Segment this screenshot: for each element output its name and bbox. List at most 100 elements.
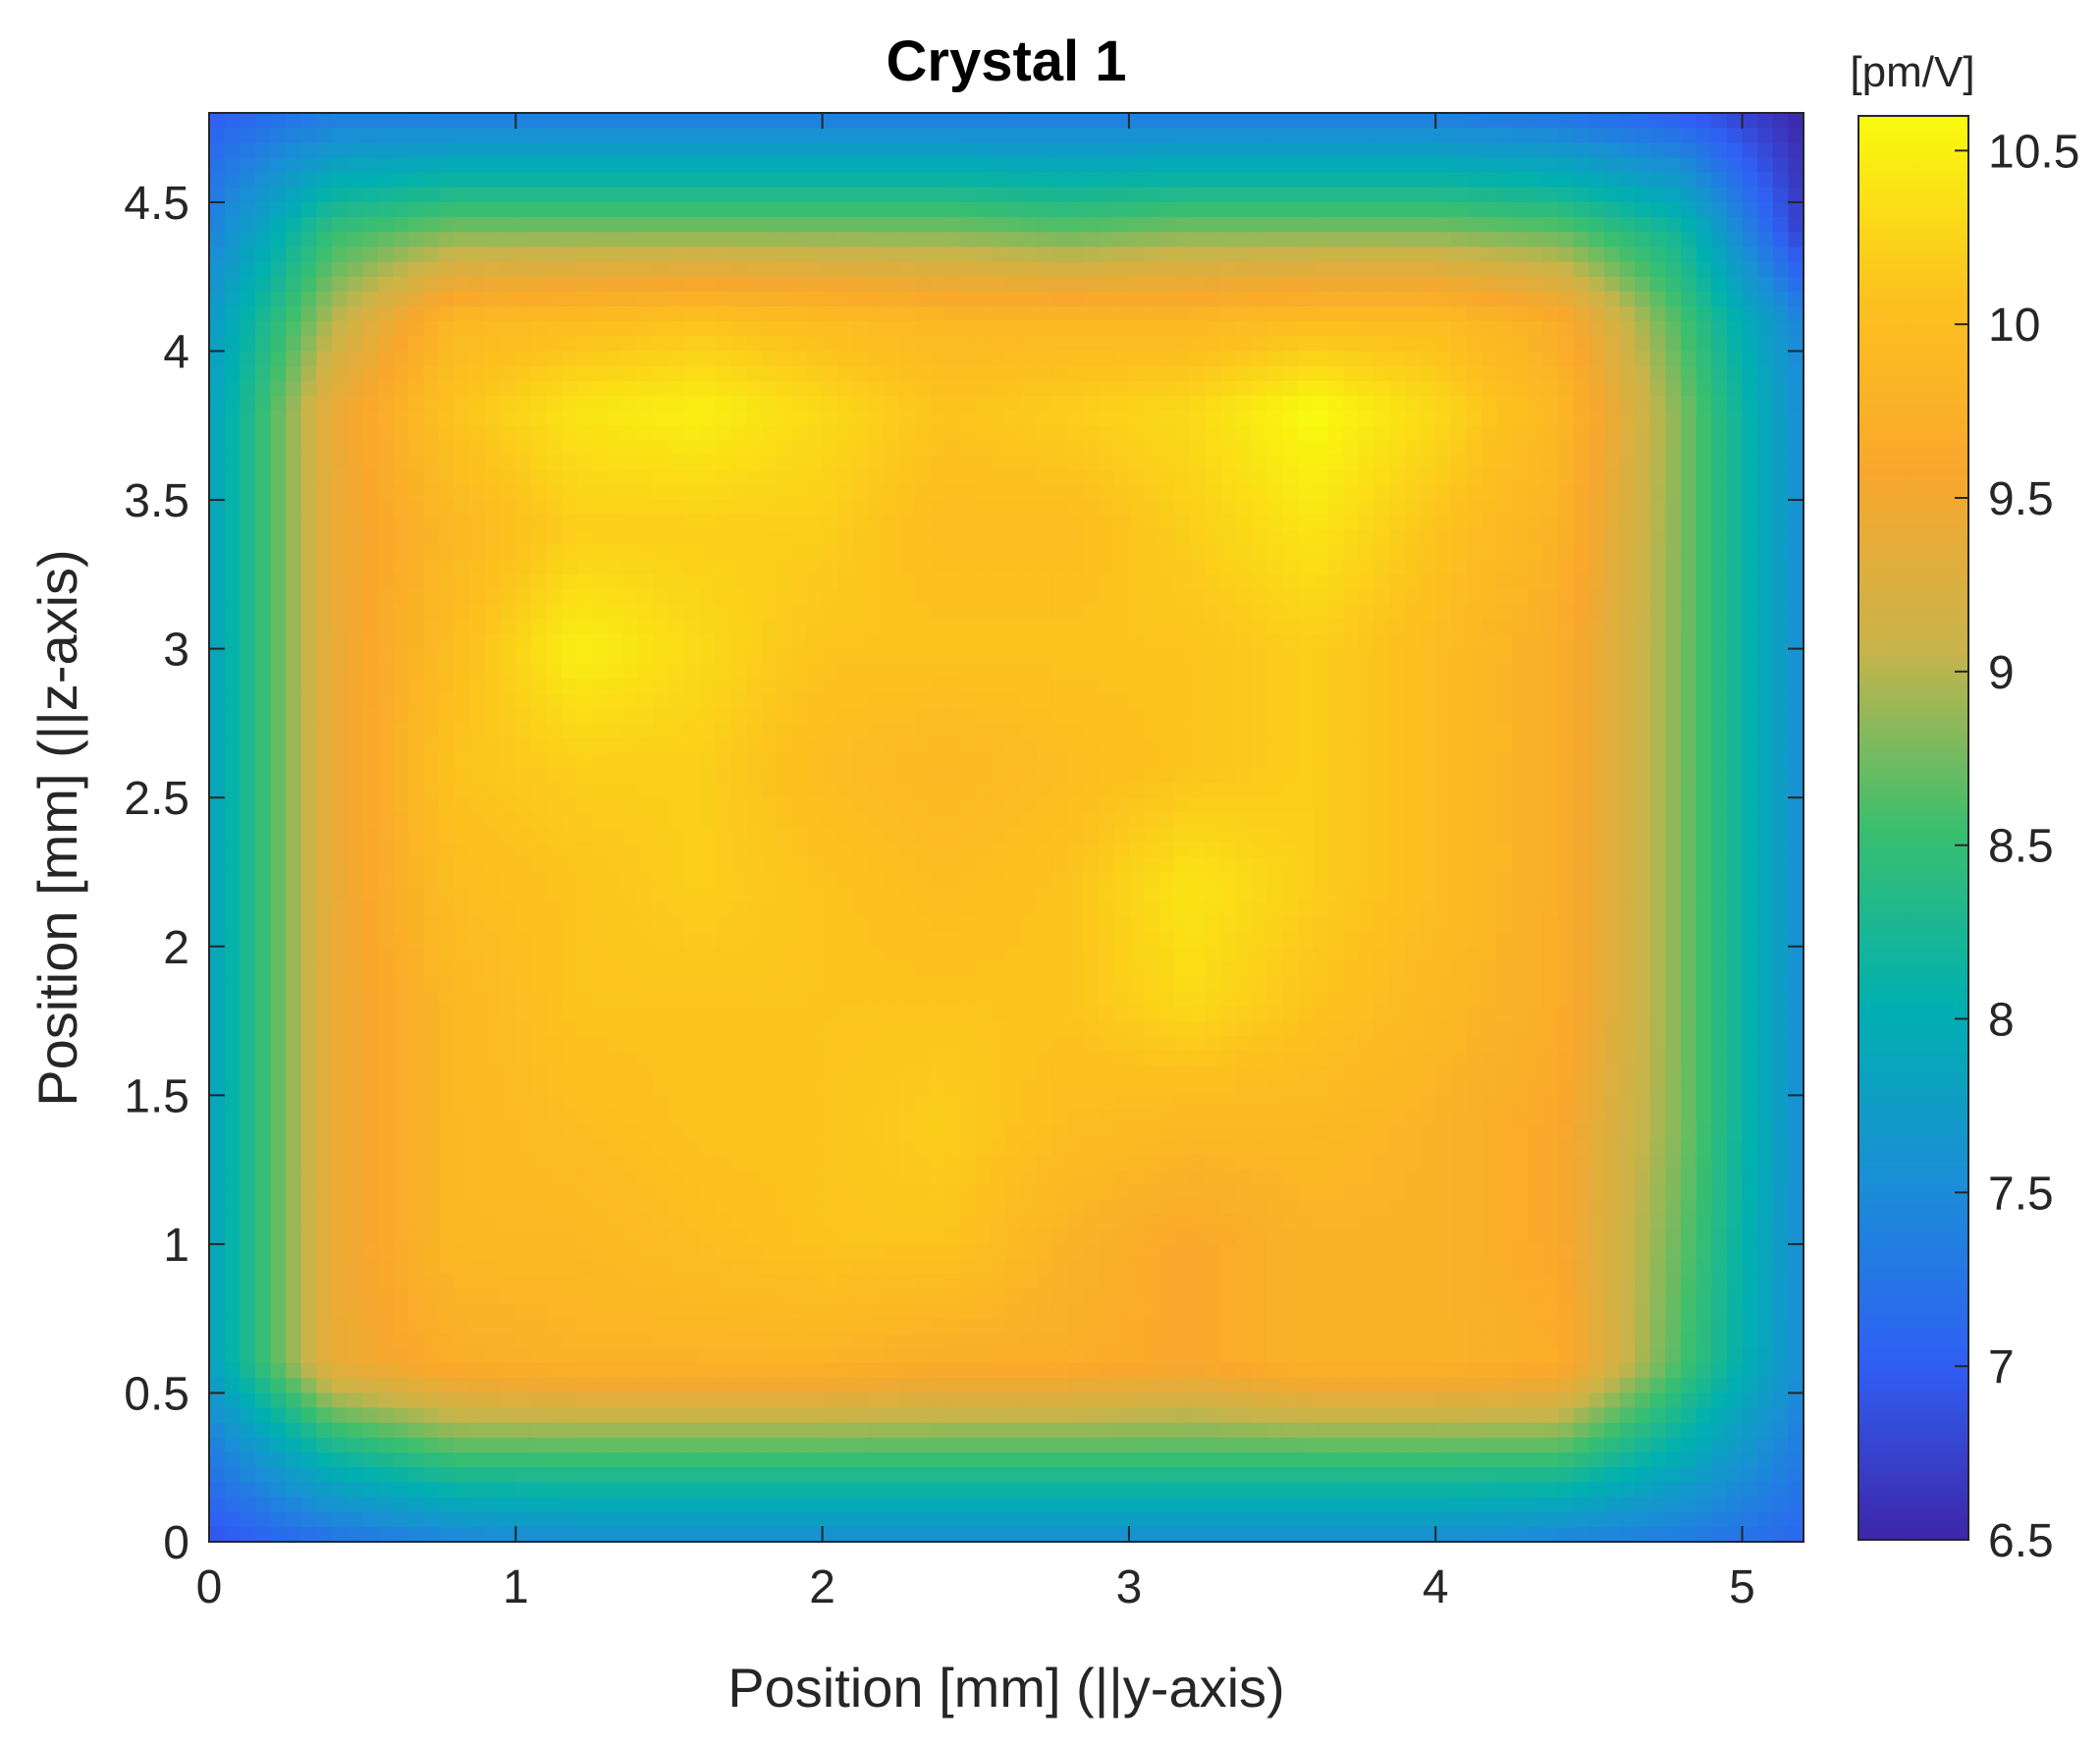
heatmap-cell bbox=[745, 440, 762, 457]
heatmap-cell bbox=[1144, 573, 1160, 590]
heatmap-cell bbox=[224, 395, 242, 411]
heatmap-cell bbox=[1190, 306, 1207, 322]
heatmap-cell bbox=[1389, 440, 1406, 457]
heatmap-cell bbox=[1496, 217, 1514, 234]
heatmap-cell bbox=[1051, 812, 1069, 829]
heatmap-cell bbox=[638, 797, 655, 814]
heatmap-cell bbox=[1450, 633, 1468, 650]
heatmap-cell bbox=[1327, 351, 1345, 367]
heatmap-cell bbox=[1435, 500, 1452, 517]
heatmap-cell bbox=[1206, 797, 1222, 814]
heatmap-cell bbox=[240, 544, 256, 561]
heatmap-cell bbox=[1220, 693, 1238, 710]
heatmap-cell bbox=[1174, 440, 1192, 457]
heatmap-cell bbox=[761, 500, 778, 517]
heatmap-cell bbox=[439, 648, 456, 665]
heatmap-cell bbox=[592, 201, 609, 218]
heatmap-cell bbox=[592, 291, 609, 307]
heatmap-cell bbox=[1788, 663, 1804, 680]
heatmap-cell bbox=[699, 812, 717, 829]
heatmap-cell bbox=[699, 767, 717, 784]
heatmap-cell bbox=[791, 306, 808, 322]
heatmap-cell bbox=[393, 395, 409, 411]
heatmap-cell bbox=[224, 246, 242, 263]
heatmap-cell bbox=[1144, 246, 1160, 263]
heatmap-cell bbox=[1496, 187, 1514, 203]
heatmap-cell bbox=[1389, 306, 1406, 322]
heatmap-cell bbox=[1067, 291, 1084, 307]
heatmap-cell bbox=[729, 619, 747, 635]
heatmap-cell bbox=[408, 708, 425, 725]
heatmap-cell bbox=[331, 797, 349, 814]
heatmap-cell bbox=[1711, 663, 1728, 680]
heatmap-cell bbox=[745, 142, 762, 159]
heatmap-cell bbox=[837, 232, 854, 248]
heatmap-cell bbox=[1742, 440, 1758, 457]
heatmap-cell bbox=[1220, 380, 1238, 397]
heatmap-cell bbox=[699, 708, 717, 725]
heatmap-cell bbox=[1635, 529, 1651, 546]
heatmap-cell bbox=[224, 812, 242, 829]
heatmap-cell bbox=[240, 469, 256, 486]
heatmap-cell bbox=[1144, 157, 1160, 174]
heatmap-cell bbox=[1206, 604, 1222, 621]
heatmap-cell bbox=[898, 737, 916, 754]
heatmap-cell bbox=[1313, 128, 1329, 144]
heatmap-cell bbox=[684, 573, 701, 590]
heatmap-cell bbox=[715, 589, 731, 605]
heatmap-cell bbox=[270, 604, 287, 621]
heatmap-cell bbox=[729, 440, 747, 457]
heatmap-cell bbox=[608, 515, 624, 531]
heatmap-cell bbox=[485, 187, 502, 203]
heatmap-cell bbox=[469, 291, 486, 307]
heatmap-cell bbox=[1512, 336, 1529, 353]
heatmap-cell bbox=[1604, 783, 1621, 798]
heatmap-cell bbox=[393, 515, 409, 531]
heatmap-cell bbox=[1067, 440, 1084, 457]
heatmap-cell bbox=[1083, 232, 1100, 248]
heatmap-cell bbox=[1742, 797, 1758, 814]
heatmap-cell bbox=[1788, 187, 1804, 203]
heatmap-cell bbox=[884, 515, 900, 531]
heatmap-cell bbox=[1128, 604, 1146, 621]
heatmap-cell bbox=[776, 663, 793, 680]
heatmap-cell bbox=[1037, 336, 1053, 353]
heatmap-cell bbox=[1236, 693, 1253, 710]
heatmap-cell bbox=[991, 708, 1007, 725]
heatmap-cell bbox=[1558, 500, 1575, 517]
heatmap-cell bbox=[576, 633, 594, 650]
heatmap-cell bbox=[562, 113, 578, 129]
heatmap-cell bbox=[1527, 708, 1544, 725]
heatmap-cell bbox=[347, 529, 363, 546]
heatmap-cell bbox=[898, 336, 916, 353]
heatmap-cell bbox=[439, 440, 456, 457]
heatmap-cell bbox=[699, 529, 717, 546]
heatmap-cell bbox=[485, 559, 502, 575]
heatmap-cell bbox=[393, 559, 409, 575]
heatmap-cell bbox=[1588, 336, 1605, 353]
heatmap-cell bbox=[776, 351, 793, 367]
heatmap-cell bbox=[914, 142, 931, 159]
heatmap-cell bbox=[868, 559, 885, 575]
heatmap-cell bbox=[530, 440, 548, 457]
heatmap-cell bbox=[1619, 797, 1637, 814]
heatmap-cell bbox=[592, 619, 609, 635]
heatmap-cell bbox=[1297, 752, 1315, 769]
heatmap-cell bbox=[1527, 767, 1544, 784]
heatmap-cell bbox=[944, 365, 961, 382]
heatmap-cell bbox=[1266, 187, 1283, 203]
heatmap-cell bbox=[1313, 783, 1329, 798]
heatmap-cell bbox=[1098, 395, 1115, 411]
heatmap-cell bbox=[408, 128, 425, 144]
heatmap-cell bbox=[944, 604, 961, 621]
heatmap-cell bbox=[592, 484, 609, 501]
heatmap-cell bbox=[592, 708, 609, 725]
heatmap-cell bbox=[1696, 559, 1713, 575]
heatmap-cell bbox=[1051, 737, 1069, 754]
heatmap-cell bbox=[500, 291, 517, 307]
heatmap-cell bbox=[684, 529, 701, 546]
heatmap-cell bbox=[622, 291, 640, 307]
heatmap-cell bbox=[393, 663, 409, 680]
heatmap-cell bbox=[684, 336, 701, 353]
heatmap-cell bbox=[1297, 410, 1315, 427]
